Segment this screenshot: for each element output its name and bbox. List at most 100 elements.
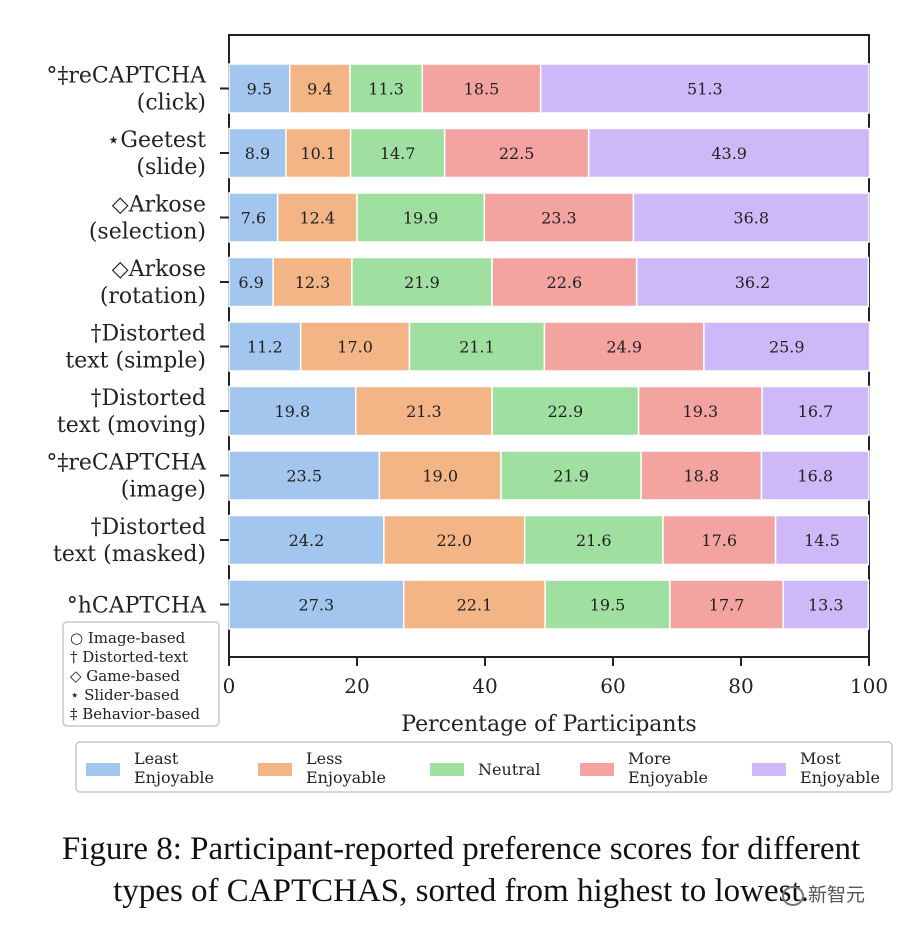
bar-segment [632, 192, 870, 243]
bar-segment [760, 450, 870, 501]
data-label: 16.7 [798, 402, 834, 421]
data-label: 9.5 [247, 80, 272, 99]
legend-label: Most Enjoyable [800, 749, 880, 787]
data-label: 9.4 [307, 80, 332, 99]
bar-segment [402, 579, 546, 630]
symbol-legend-entry: ‡ Behavior-based [70, 705, 200, 723]
data-label: 18.5 [464, 80, 500, 99]
legend-swatch [752, 763, 786, 776]
data-label: 11.3 [368, 80, 404, 99]
data-label: 19.8 [275, 402, 311, 421]
category-label: ⋆Geetest (slide) [107, 128, 207, 180]
data-label: 16.8 [797, 467, 833, 486]
bar-segment [383, 514, 526, 566]
legend-swatch [258, 763, 292, 776]
bar-segment [761, 385, 870, 437]
data-label: 24.9 [606, 338, 642, 357]
bar-segment [228, 192, 279, 243]
data-label: 21.3 [406, 402, 442, 421]
category-label: †Distorted text (moving) [57, 386, 206, 438]
data-label: 19.9 [403, 209, 439, 228]
bar-segment [662, 514, 777, 566]
data-label: 25.9 [769, 338, 805, 357]
data-label: 22.9 [548, 402, 584, 421]
watermark: 新智元 [782, 880, 865, 907]
category-labels: °‡reCAPTCHA (click) ⋆Geetest (slide) ◇Arkose… [46, 64, 229, 619]
bar-segment [228, 256, 274, 308]
data-label: 22.1 [457, 596, 493, 615]
data-label: 19.0 [422, 467, 458, 486]
data-label: 12.4 [300, 209, 336, 228]
data-label: 36.8 [733, 209, 769, 228]
data-label: 21.1 [459, 338, 495, 357]
bar-segment [491, 256, 638, 308]
category-label: ◇Arkose (selection) [89, 193, 206, 245]
category-label: °‡reCAPTCHA (image) [46, 451, 207, 503]
data-label: 14.5 [804, 531, 840, 550]
data-label: 10.1 [300, 144, 336, 163]
data-label: 17.7 [709, 596, 745, 615]
symbol-legend-entry: ○ Image-based [70, 629, 186, 647]
data-label: 12.3 [295, 273, 331, 292]
data-label: 21.9 [553, 467, 589, 486]
bar-segment [587, 127, 871, 179]
bar-segment [351, 256, 493, 308]
data-label: 21.6 [576, 531, 612, 550]
bar-segment [669, 579, 784, 630]
bar-segment [285, 127, 352, 179]
data-label: 22.6 [547, 273, 583, 292]
x-axis-ticks: 0 20 40 60 80 100 [223, 657, 888, 698]
bar-segment [228, 321, 302, 372]
bar-segment [539, 63, 870, 114]
data-label: 17.6 [701, 531, 737, 550]
data-label: 27.3 [299, 596, 335, 615]
data-label: 23.3 [541, 209, 577, 228]
legend-swatch [86, 763, 120, 776]
data-label: 21.9 [404, 273, 440, 292]
bar-segment [299, 321, 411, 372]
x-tick-label: 80 [728, 674, 753, 698]
bar-segment [544, 579, 671, 630]
x-tick-label: 60 [600, 674, 625, 698]
bar-segment [276, 192, 358, 243]
legend-swatch [430, 763, 464, 776]
category-label: †Distorted text (masked) [53, 515, 206, 567]
symbol-legend: ○ Image-based† Distorted-text◇ Game-base… [62, 621, 220, 727]
data-label: 51.3 [687, 80, 723, 99]
data-label: 19.3 [683, 402, 719, 421]
bar-segment [356, 192, 486, 243]
bar-segment [354, 385, 493, 437]
series-legend: Least Enjoyable Less Enjoyable Neutral More En… [75, 741, 893, 793]
legend-swatch [580, 763, 614, 776]
category-label: °hCAPTCHA [67, 594, 207, 619]
bar-segment [443, 127, 590, 179]
data-label: 11.2 [247, 338, 283, 357]
bar-segment [228, 63, 291, 114]
series-legend-box [75, 741, 893, 793]
bar-segment [635, 256, 870, 308]
category-label: °‡reCAPTCHA (click) [46, 64, 207, 116]
legend-label: Neutral [478, 760, 541, 779]
caption-line-1: Figure 8: Participant-reported preferenc… [61, 831, 861, 867]
category-label: †Distorted text (simple) [65, 322, 206, 374]
bars-layer: 9.5 9.4 11.3 18.5 51.3 8.9 10.1 14.7 22.5 43.9 7.6… [228, 63, 871, 630]
bar-segment [782, 579, 870, 630]
bar-segment [289, 63, 351, 114]
bar-segment [491, 385, 640, 437]
stacked-bar-chart: 9.5 9.4 11.3 18.5 51.3 8.9 10.1 14.7 22.5 43.9 7.6… [46, 34, 893, 793]
data-label: 17.0 [337, 338, 373, 357]
data-label: 43.9 [711, 144, 747, 163]
data-label: 8.9 [245, 144, 270, 163]
bar-segment [349, 127, 446, 179]
wechat-icon [782, 885, 804, 906]
data-label: 18.8 [684, 467, 720, 486]
bar-segment [408, 321, 546, 372]
symbol-legend-entry: ⋆ Slider-based [70, 686, 180, 704]
bar-segment [378, 450, 502, 501]
bar-segment [228, 450, 381, 501]
symbol-legend-entry: † Distorted-text [70, 648, 188, 666]
bar-segment [483, 192, 635, 243]
x-tick-label: 100 [850, 674, 888, 698]
data-label: 23.5 [286, 467, 322, 486]
x-tick-label: 20 [344, 674, 369, 698]
